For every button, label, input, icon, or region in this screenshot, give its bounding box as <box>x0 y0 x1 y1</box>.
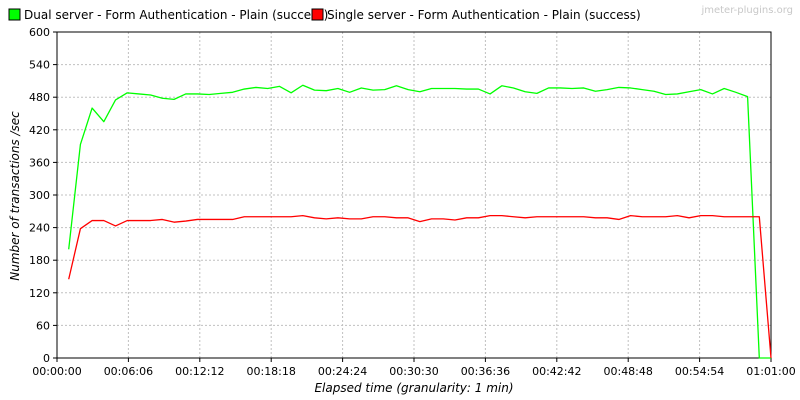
x-tick-label: 00:30:30 <box>389 365 438 378</box>
series-line-dual <box>68 84 771 359</box>
grid <box>57 32 771 358</box>
legend-label-single: Single server - Form Authentication - Pl… <box>327 8 641 22</box>
y-tick-label: 540 <box>29 59 50 72</box>
legend-item-single: Single server - Form Authentication - Pl… <box>311 8 641 22</box>
legend-label-dual: Dual server - Form Authentication - Plai… <box>24 8 328 22</box>
legend-swatch-dual <box>8 8 21 21</box>
y-tick-label: 60 <box>36 319 50 332</box>
legend: Dual server - Form Authentication - Plai… <box>8 8 641 22</box>
x-tick-label: 00:54:54 <box>675 365 724 378</box>
y-tick-label: 0 <box>43 352 50 365</box>
x-tick-label: 00:42:42 <box>532 365 581 378</box>
y-axis-title: Number of transactions /sec <box>8 111 22 281</box>
x-tick-label: 00:00:00 <box>32 365 81 378</box>
x-tick-label: 00:18:18 <box>246 365 295 378</box>
x-tick-label: 01:01:00 <box>746 365 795 378</box>
y-tick-label: 180 <box>29 254 50 267</box>
legend-item-dual: Dual server - Form Authentication - Plai… <box>8 8 328 22</box>
x-tick-label: 00:48:48 <box>603 365 652 378</box>
y-tick-label: 420 <box>29 124 50 137</box>
series-line-single <box>68 214 772 359</box>
x-tick-label: 00:24:24 <box>318 365 367 378</box>
x-tick-label: 00:12:12 <box>175 365 224 378</box>
legend-swatch-single <box>311 8 324 21</box>
y-axis: 0 60 120 180 240 300 360 420 480 540 600 <box>29 26 57 365</box>
x-tick-label: 00:06:06 <box>104 365 153 378</box>
y-tick-label: 120 <box>29 287 50 300</box>
y-tick-label: 240 <box>29 222 50 235</box>
x-tick-label: 00:36:36 <box>461 365 510 378</box>
series-layer <box>68 84 772 359</box>
y-tick-label: 600 <box>29 26 50 39</box>
x-axis-title: Elapsed time (granularity: 1 min) <box>314 381 513 395</box>
y-tick-label: 360 <box>29 156 50 169</box>
y-tick-label: 480 <box>29 91 50 104</box>
watermark: jmeter-plugins.org <box>700 5 793 16</box>
y-tick-label: 300 <box>29 189 50 202</box>
x-axis: 00:00:00 00:06:06 00:12:12 00:18:18 00:24:24… <box>32 358 796 378</box>
